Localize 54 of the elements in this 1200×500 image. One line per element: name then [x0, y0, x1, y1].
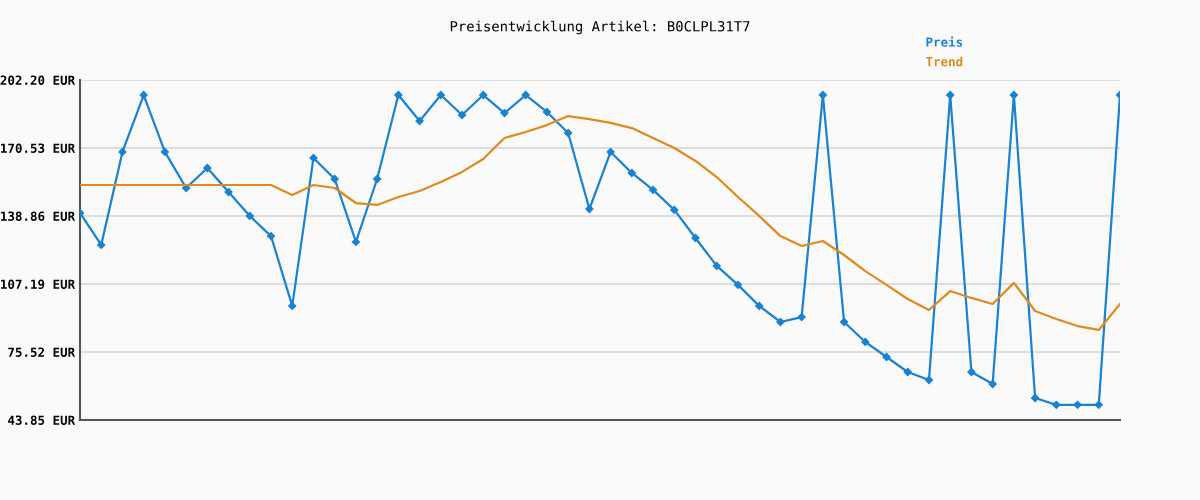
- point: [309, 153, 318, 163]
- line-series: [80, 114, 1120, 332]
- point: [1009, 90, 1019, 100]
- point: [733, 280, 743, 289]
- chart-title: Preisentwicklung Artikel: B0CLPL31T7: [450, 20, 750, 35]
- point: [288, 301, 297, 311]
- point: [330, 174, 339, 184]
- point: [479, 90, 488, 100]
- point: [266, 231, 276, 241]
- y-tick-label: 138.86 EUR: [1, 211, 76, 221]
- y-tick-label: 43.85 EUR: [8, 415, 76, 425]
- point: [818, 90, 827, 100]
- point: [903, 367, 912, 377]
- point: [585, 204, 594, 214]
- point: [224, 187, 233, 197]
- point: [1030, 393, 1040, 403]
- point: [1094, 400, 1103, 409]
- text: Trend: [926, 56, 963, 67]
- point: [839, 317, 849, 327]
- point: [415, 116, 424, 126]
- text: Preis: [926, 36, 963, 47]
- point: [436, 90, 445, 100]
- point: [755, 301, 764, 311]
- point: [160, 147, 170, 157]
- point: [521, 90, 530, 100]
- point: [203, 163, 212, 173]
- point: [118, 147, 127, 157]
- point: [627, 168, 636, 178]
- point: [946, 90, 955, 100]
- point: [712, 261, 721, 271]
- point: [924, 375, 934, 385]
- y-tick-label: 202.20 EUR: [0, 75, 76, 85]
- point: [394, 90, 403, 100]
- point: [351, 237, 361, 247]
- y-tick-label: 170.53 EUR: [1, 143, 76, 153]
- point: [373, 174, 382, 184]
- point: [245, 211, 254, 221]
- point: [542, 107, 552, 117]
- point: [181, 183, 191, 193]
- y-tick-label: 107.19 EUR: [1, 279, 76, 289]
- point: [670, 205, 679, 215]
- point: [564, 128, 573, 138]
- point: [606, 147, 615, 157]
- point: [776, 317, 785, 327]
- point: [797, 312, 806, 322]
- point: [1052, 400, 1061, 409]
- point: [648, 185, 658, 195]
- point: [1073, 400, 1082, 409]
- point: [988, 379, 997, 389]
- point: [97, 240, 106, 250]
- point: [139, 90, 148, 100]
- point: [457, 110, 467, 120]
- y-tick-label: 75.52 EUR: [8, 347, 76, 357]
- point: [861, 337, 870, 347]
